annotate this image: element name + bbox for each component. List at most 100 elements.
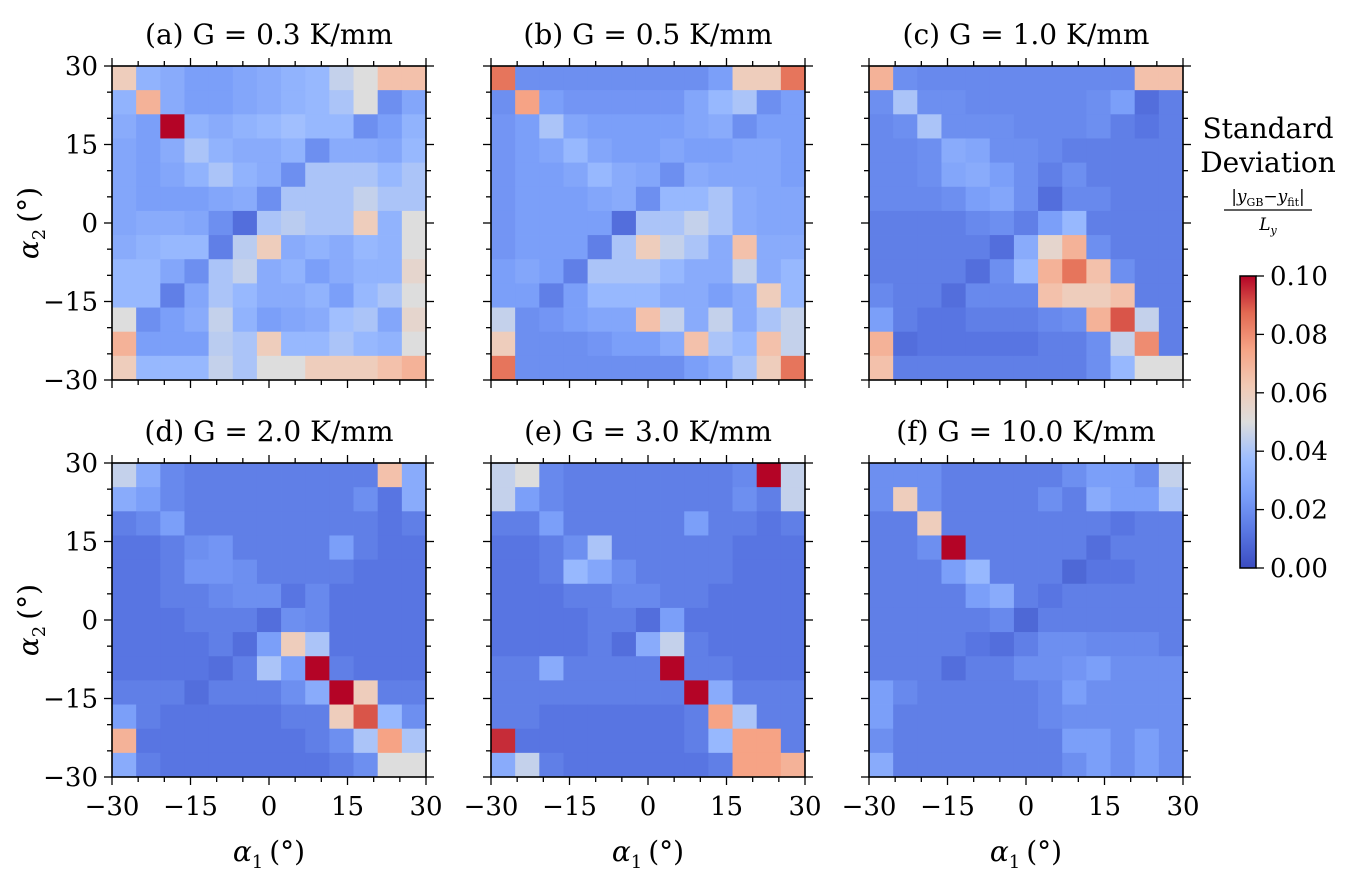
heatmap-cell bbox=[989, 752, 1015, 778]
heatmap-cell bbox=[635, 680, 661, 705]
heatmap-cell bbox=[1134, 235, 1160, 260]
heatmap-cell bbox=[917, 463, 942, 488]
heatmap-cell bbox=[869, 138, 894, 164]
heatmap-cell bbox=[491, 114, 516, 139]
heatmap-cell bbox=[893, 728, 918, 754]
heatmap-cell bbox=[136, 728, 161, 754]
heatmap-cell bbox=[539, 331, 564, 357]
heatmap-cell bbox=[708, 583, 733, 609]
heatmap-cell bbox=[635, 656, 661, 681]
heatmap-cell bbox=[136, 355, 161, 381]
heatmap-cell bbox=[112, 210, 137, 236]
heatmap-cell bbox=[635, 90, 661, 115]
heatmap-cell bbox=[232, 138, 258, 164]
heatmap-cell bbox=[1158, 186, 1184, 212]
heatmap-cell bbox=[611, 331, 637, 357]
heatmap-cell bbox=[256, 680, 282, 705]
heatmap-cell bbox=[869, 235, 894, 260]
heatmap-cell bbox=[1158, 235, 1184, 260]
heatmap-cell bbox=[539, 114, 564, 139]
heatmap-cell bbox=[112, 704, 137, 730]
heatmap-cell bbox=[184, 66, 210, 91]
heatmap-cell bbox=[353, 259, 379, 284]
heatmap-cell bbox=[917, 162, 942, 188]
heatmap-cell bbox=[587, 307, 613, 333]
heatmap-cell bbox=[305, 463, 330, 488]
heatmap-cell bbox=[1158, 559, 1184, 585]
heatmap-cell bbox=[780, 583, 806, 609]
heatmap-cell bbox=[611, 90, 637, 115]
heatmap-cell bbox=[941, 583, 967, 609]
heatmap-cell bbox=[281, 90, 306, 115]
heatmap-cell bbox=[353, 331, 379, 357]
heatmap-cell bbox=[732, 704, 758, 730]
heatmap-cell bbox=[208, 235, 234, 260]
heatmap-cell bbox=[1110, 463, 1136, 488]
heatmap-cell bbox=[1086, 235, 1111, 260]
heatmap-cell bbox=[401, 162, 427, 188]
heatmap-cell bbox=[1158, 283, 1184, 308]
x-tick-label: 0 bbox=[1018, 792, 1035, 822]
heatmap-cell bbox=[539, 138, 564, 164]
heatmap-cell bbox=[232, 235, 258, 260]
heatmap-cell bbox=[1110, 752, 1136, 778]
heatmap-cell bbox=[1086, 114, 1111, 139]
heatmap-cell bbox=[539, 559, 564, 585]
heatmap-cell bbox=[563, 235, 589, 260]
heatmap-cell bbox=[611, 210, 637, 236]
heatmap-cell bbox=[611, 511, 637, 536]
heatmap-cell bbox=[256, 559, 282, 585]
heatmap-cell bbox=[232, 752, 258, 778]
heatmap-cell bbox=[965, 162, 991, 188]
heatmap-cell bbox=[893, 656, 918, 681]
heatmap-cell bbox=[1062, 680, 1087, 705]
heatmap-cell bbox=[305, 283, 330, 308]
heatmap-cell bbox=[587, 511, 613, 536]
colorbar-gradient bbox=[1239, 275, 1257, 569]
heatmap-cell bbox=[401, 259, 427, 284]
colorbar-formula-numerator: |yGB−yfit| bbox=[1231, 187, 1305, 209]
heatmap-cell bbox=[660, 259, 685, 284]
heatmap-cell bbox=[1038, 487, 1063, 512]
heatmap-cell bbox=[160, 307, 185, 333]
heatmap-cell bbox=[869, 632, 894, 657]
heatmap-cell bbox=[1110, 90, 1136, 115]
heatmap-cell bbox=[305, 656, 330, 681]
heatmap-cell bbox=[232, 114, 258, 139]
heatmap-cell bbox=[256, 235, 282, 260]
heatmap-cell bbox=[281, 331, 306, 357]
heatmap-cell bbox=[1086, 66, 1111, 91]
heatmap-cell bbox=[1038, 559, 1063, 585]
heatmap-cell bbox=[893, 90, 918, 115]
heatmap-cell bbox=[232, 559, 258, 585]
heatmap-cell bbox=[917, 680, 942, 705]
heatmap-cell bbox=[136, 511, 161, 536]
heatmap-cell bbox=[563, 355, 589, 381]
heatmap-cell bbox=[732, 259, 758, 284]
heatmap-cell bbox=[780, 511, 806, 536]
heatmap-cell bbox=[491, 559, 516, 585]
heatmap-cell bbox=[160, 607, 185, 633]
heatmap-cell bbox=[1110, 704, 1136, 730]
heatmap-cell bbox=[1062, 114, 1087, 139]
heatmap-cell bbox=[1158, 162, 1184, 188]
heatmap-cell bbox=[587, 583, 613, 609]
x-tick-label: 30 bbox=[788, 792, 821, 822]
heatmap-cell bbox=[401, 680, 427, 705]
heatmap-cell bbox=[1062, 728, 1087, 754]
heatmap-cell bbox=[587, 463, 613, 488]
heatmap-cell bbox=[112, 487, 137, 512]
heatmap-cell bbox=[1134, 210, 1160, 236]
heatmap-cell bbox=[539, 162, 564, 188]
x-axis-label: α1 (°) bbox=[233, 835, 305, 873]
heatmap-cell bbox=[732, 656, 758, 681]
heatmap-cell bbox=[377, 752, 403, 778]
heatmap-cell bbox=[112, 259, 137, 284]
heatmap-cell bbox=[893, 704, 918, 730]
heatmap-cell bbox=[1038, 162, 1063, 188]
heatmap-cell bbox=[1110, 235, 1136, 260]
heatmap-cell bbox=[635, 583, 661, 609]
y-tick-label: 15 bbox=[65, 131, 98, 161]
heatmap-cell bbox=[491, 66, 516, 91]
heatmap-cell bbox=[329, 235, 354, 260]
